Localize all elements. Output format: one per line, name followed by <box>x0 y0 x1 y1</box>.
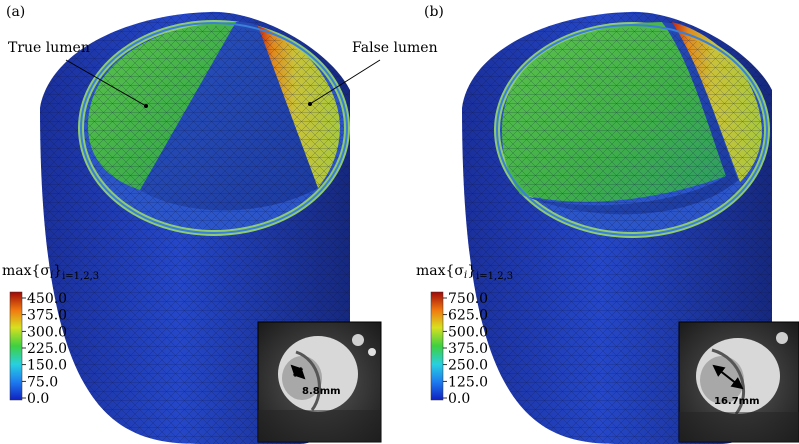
panel-b: (b) max{σi}i=1,2,3 750.0625.0500.0375.02… <box>416 4 799 444</box>
true-lumen-pointer <box>65 59 147 107</box>
colorbar-b-tick-label: 750.0 <box>448 291 488 307</box>
colorbar-a-tick-label: 0.0 <box>27 391 49 407</box>
colorbar-title-b: max{σi}i=1,2,3 <box>416 263 513 282</box>
colorbar-b: max{σi}i=1,2,3 750.0625.0500.0375.0250.0… <box>416 263 513 407</box>
colorbar-a-tick-label: 150.0 <box>27 358 67 374</box>
ct-inset-a: 8.8mm <box>257 321 382 443</box>
colorbar-b-tick-label: 250.0 <box>448 358 488 374</box>
colorbar-a-tick-label: 225.0 <box>27 341 67 357</box>
colorbar-title-a: max{σi}i=1,2,3 <box>2 263 99 282</box>
panel-label-a: (a) <box>6 4 25 20</box>
colorbar-a-tick-label: 75.0 <box>27 374 58 390</box>
double-headed-arrow-icon <box>712 364 744 390</box>
ct-inset-b: 16.7mm <box>678 321 799 443</box>
true-lumen-label: True lumen <box>8 40 90 56</box>
panel-a: (a) True lumen False lumen max{σi}i=1,2,… <box>2 4 438 444</box>
vessel-model-b <box>462 11 772 444</box>
measurement-label-a: 8.8mm <box>302 386 341 397</box>
colorbar-b-tick-label: 125.0 <box>448 374 488 390</box>
double-headed-arrow-icon <box>290 364 306 380</box>
colorbar-b-tick-label: 375.0 <box>448 341 488 357</box>
colorbar-b-tick-label: 500.0 <box>448 324 488 340</box>
false-lumen-label: False lumen <box>352 40 438 56</box>
panel-label-b: (b) <box>424 4 444 20</box>
colorbar-a-tick-label: 375.0 <box>27 308 67 324</box>
measurement-label-b: 16.7mm <box>714 396 760 407</box>
colorbar-a: max{σi}i=1,2,3 450.0375.0300.0225.0150.0… <box>2 263 99 407</box>
colorbar-b-tick-label: 625.0 <box>448 308 488 324</box>
false-lumen-pointer <box>309 59 381 105</box>
colorbar-a-tick-label: 450.0 <box>27 291 67 307</box>
colorbar-a-tick-label: 300.0 <box>27 324 67 340</box>
colorbar-b-tick-label: 0.0 <box>448 391 470 407</box>
